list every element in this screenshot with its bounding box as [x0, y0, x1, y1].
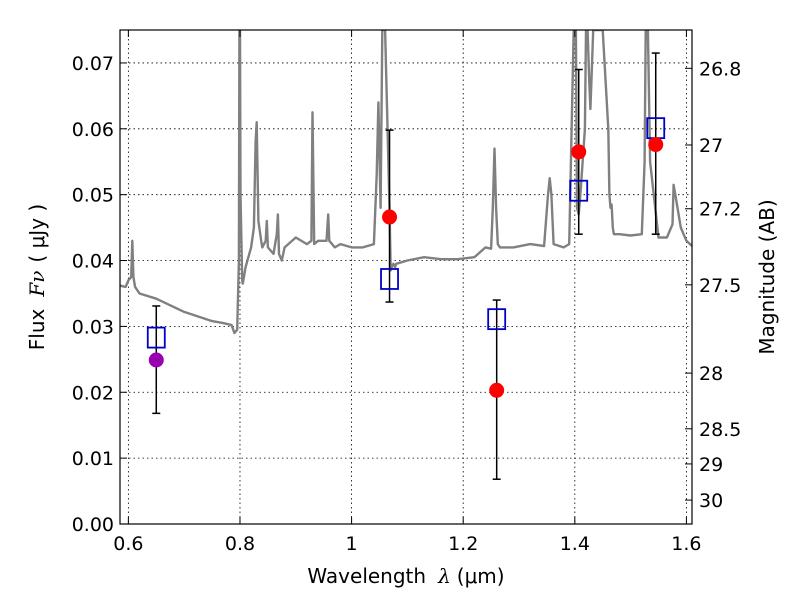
observed-point — [148, 352, 164, 368]
x-tick-label: 0.8 — [225, 533, 255, 555]
plot-area — [120, 30, 692, 480]
observed-point — [489, 382, 505, 398]
mag-tick-label: 30 — [699, 490, 723, 512]
x-tick-label: 1 — [346, 533, 358, 555]
secondary-y-axis: 26.8 27 27.2 27.5 28 28.5 29 30 — [685, 58, 741, 512]
plot-frame — [119, 29, 693, 525]
x-tick-label: 0.6 — [113, 533, 143, 555]
y-tick-label: 0.01 — [72, 448, 114, 470]
y-tick-label: 0.06 — [72, 119, 114, 141]
mag-tick-label: 29 — [699, 454, 723, 476]
mag-tick-label: 27 — [699, 135, 723, 157]
model-photometry-square — [146, 326, 166, 349]
mag-tick-label: 28 — [699, 363, 723, 385]
model-photometry-square — [569, 179, 589, 202]
mag-tick-label: 27.5 — [699, 275, 741, 297]
mag-tick-label: 28.5 — [699, 419, 741, 441]
secondary-y-axis-label: Magnitude (AB) — [755, 199, 779, 354]
observed-point — [571, 144, 587, 160]
y-tick-label: 0.05 — [72, 185, 114, 207]
y-tick-label: 0.02 — [72, 382, 114, 404]
mag-tick-label: 26.8 — [699, 58, 741, 80]
x-axis-label: Wavelength λ (μm) — [307, 564, 504, 588]
y-tick-label: 0.00 — [72, 514, 114, 536]
x-tick-label: 1.4 — [560, 533, 590, 555]
y-tick-label: 0.07 — [72, 53, 114, 75]
observed-point — [648, 137, 664, 153]
model-photometry-square — [380, 268, 399, 290]
observed-point — [382, 209, 398, 225]
x-tick-label: 1.6 — [671, 533, 701, 555]
y-axis: 0.00 0.01 0.02 0.03 0.04 0.05 0.06 0.07 — [72, 53, 127, 536]
mag-tick-label: 27.2 — [699, 199, 741, 221]
y-tick-label: 0.04 — [72, 251, 114, 273]
x-axis: 0.6 0.8 1 1.2 1.4 1.6 — [113, 30, 702, 555]
x-tick-label: 1.2 — [448, 533, 478, 555]
y-axis-label: FluxFν( μJy ) — [25, 204, 49, 350]
y-tick-label: 0.03 — [72, 316, 114, 338]
model-spectrum-line — [120, 30, 692, 335]
grid-lines — [120, 30, 692, 524]
model-photometry-square — [487, 308, 507, 331]
